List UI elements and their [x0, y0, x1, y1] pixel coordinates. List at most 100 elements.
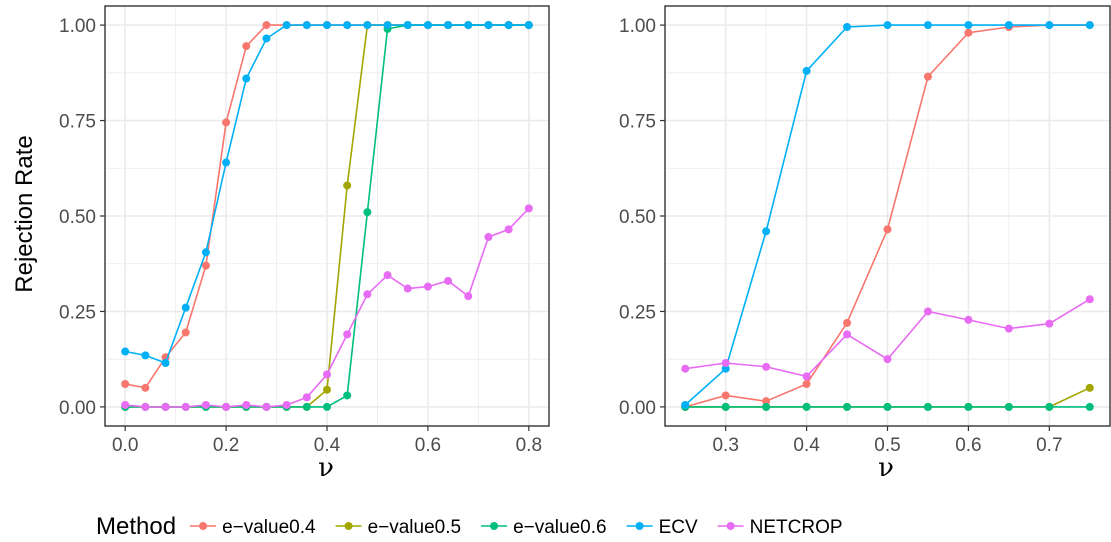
- legend-key-point: [635, 522, 644, 530]
- legend-title: Method: [96, 513, 176, 540]
- data-point-e-value0.4: [262, 21, 271, 30]
- data-point-NETCROP: [181, 402, 190, 411]
- data-point-ECV: [403, 21, 412, 30]
- data-point-e-value0.6: [302, 402, 311, 411]
- x-tick-label: 0.0: [112, 435, 138, 456]
- data-point-ECV: [242, 74, 251, 83]
- data-point-ECV: [363, 21, 372, 30]
- data-point-NETCROP: [161, 402, 170, 411]
- data-point-ECV: [802, 66, 811, 75]
- data-point-e-value0.6: [762, 402, 771, 411]
- data-point-NETCROP: [484, 233, 493, 241]
- data-point-ECV: [762, 227, 771, 236]
- data-point-ECV: [181, 303, 190, 312]
- data-point-e-value0.6: [1004, 402, 1013, 411]
- y-tick-label: 0.25: [59, 302, 96, 323]
- right-panel: 0.3 0.4 0.5 0.6 0.7 0.00 0.25 0.50 0.75 1.00: [619, 5, 1111, 456]
- data-point-NETCROP: [444, 276, 453, 285]
- data-point-ECV: [504, 21, 513, 30]
- x-tick-label: 0.8: [516, 435, 542, 456]
- data-point-NETCROP: [262, 402, 271, 411]
- y-tick-label: 0.75: [59, 112, 96, 133]
- data-point-ECV: [302, 21, 311, 30]
- data-point-ECV: [1045, 21, 1054, 30]
- data-point-NETCROP: [423, 282, 432, 291]
- y-axis-title: Rejection Rate: [11, 135, 38, 292]
- data-point-NETCROP: [721, 359, 730, 367]
- data-point-e-value0.5: [343, 181, 352, 190]
- data-point-ECV: [464, 21, 473, 30]
- y-tick-label: 0.50: [59, 207, 96, 228]
- data-point-NETCROP: [343, 330, 352, 339]
- data-point-NETCROP: [302, 393, 311, 402]
- legend-label-ECV: ECV: [659, 517, 698, 538]
- data-point-ECV: [681, 401, 690, 409]
- x-tick-label: 0.5: [874, 435, 900, 456]
- data-point-e-value0.6: [721, 402, 730, 411]
- data-point-ECV: [444, 21, 453, 30]
- data-point-ECV: [423, 21, 432, 30]
- data-point-NETCROP: [1085, 295, 1094, 304]
- data-point-NETCROP: [363, 290, 372, 299]
- x-tick-label: 0.6: [955, 435, 981, 456]
- panel-border: [104, 5, 550, 427]
- data-point-NETCROP: [222, 402, 231, 411]
- data-point-ECV: [201, 248, 210, 257]
- data-point-e-value0.6: [923, 402, 932, 411]
- legend-label-e-value0.5: e−value0.5: [368, 517, 462, 538]
- data-point-e-value0.5: [1085, 383, 1094, 392]
- data-point-NETCROP: [524, 204, 533, 213]
- data-point-e-value0.4: [242, 42, 251, 51]
- data-point-e-value0.4: [222, 118, 231, 127]
- data-point-ECV: [161, 359, 170, 367]
- data-point-ECV: [222, 158, 231, 167]
- data-point-e-value0.4: [964, 28, 973, 37]
- data-point-ECV: [883, 21, 892, 30]
- data-point-NETCROP: [141, 402, 150, 411]
- y-tick-label: 0.00: [59, 398, 96, 419]
- data-point-NETCROP: [504, 225, 513, 234]
- x-tick-label: 0.7: [1036, 435, 1062, 456]
- data-point-NETCROP: [883, 355, 892, 364]
- legend-key-point: [344, 522, 353, 530]
- legend-label-NETCROP: NETCROP: [750, 517, 843, 538]
- data-point-e-value0.4: [121, 380, 130, 388]
- y-tick-label: 0.75: [619, 112, 656, 133]
- data-point-ECV: [121, 347, 130, 356]
- data-point-ECV: [923, 21, 932, 30]
- data-point-e-value0.6: [843, 402, 852, 411]
- data-point-ECV: [524, 21, 533, 30]
- data-point-NETCROP: [464, 292, 473, 301]
- y-tick-label: 0.00: [619, 398, 656, 419]
- data-point-e-value0.6: [343, 391, 352, 400]
- data-point-e-value0.4: [721, 391, 730, 400]
- data-point-e-value0.6: [1045, 402, 1054, 411]
- y-tick-label: 0.25: [619, 302, 656, 323]
- legend-label-e-value0.6: e−value0.6: [513, 517, 607, 538]
- x-tick-label: 0.6: [415, 435, 441, 456]
- data-point-ECV: [343, 21, 352, 30]
- data-point-NETCROP: [383, 271, 392, 280]
- data-point-e-value0.4: [923, 72, 932, 81]
- data-point-NETCROP: [242, 401, 251, 409]
- legend-label-e-value0.4: e−value0.4: [222, 517, 316, 538]
- data-point-NETCROP: [1004, 324, 1013, 333]
- data-point-e-value0.4: [843, 318, 852, 327]
- data-point-e-value0.6: [1085, 402, 1094, 411]
- data-point-ECV: [484, 21, 493, 30]
- data-point-NETCROP: [762, 362, 771, 371]
- data-point-e-value0.5: [323, 385, 331, 394]
- y-tick-label: 1.00: [619, 16, 656, 37]
- x-axis-title-right: ν: [878, 453, 894, 483]
- data-point-e-value0.6: [323, 402, 331, 411]
- data-point-NETCROP: [802, 372, 811, 381]
- data-point-ECV: [721, 364, 730, 373]
- data-point-e-value0.4: [802, 380, 811, 388]
- y-tick-label: 0.50: [619, 207, 656, 228]
- panel-border: [664, 5, 1111, 427]
- x-tick-label: 0.4: [314, 435, 341, 456]
- data-point-NETCROP: [1045, 319, 1054, 328]
- data-point-NETCROP: [201, 401, 210, 409]
- data-point-e-value0.4: [201, 261, 210, 270]
- data-point-NETCROP: [843, 330, 852, 339]
